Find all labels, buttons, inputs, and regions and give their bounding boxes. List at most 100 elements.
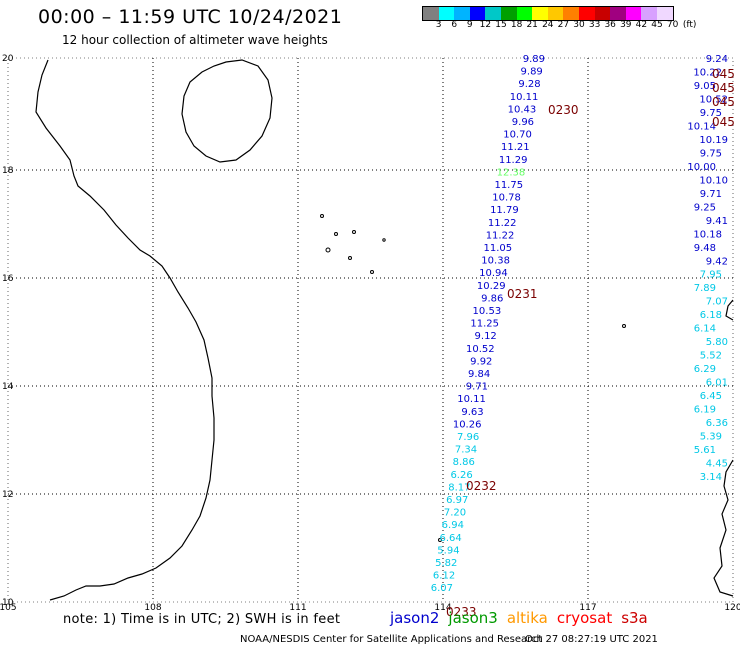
latitude-label: 14 xyxy=(2,382,14,392)
wave-height-value: 7.89 xyxy=(694,283,716,294)
wave-height-value: 11.05 xyxy=(484,243,513,254)
wave-height-value: 11.22 xyxy=(486,230,515,241)
colorbar-swatch xyxy=(532,7,548,20)
vietnam-coastline xyxy=(35,59,215,601)
pass-time-label: 0233 xyxy=(446,605,477,619)
red-pass-label: 045 xyxy=(712,81,735,95)
colorbar-swatch xyxy=(423,7,439,20)
pass-time-labels: 0230 0231 0232 0233 xyxy=(446,103,579,619)
colorbar-swatch xyxy=(500,7,517,20)
longitude-label: 108 xyxy=(144,603,161,613)
wave-height-value: 9.71 xyxy=(700,189,722,200)
wave-height-value: 5.80 xyxy=(706,337,728,348)
wave-height-value: 10.14 xyxy=(687,121,716,132)
colorbar-swatch xyxy=(469,7,486,20)
main-satellite-track: 9.899.899.2810.1110.439.9610.7011.2111.2… xyxy=(431,54,545,594)
map-frame xyxy=(7,57,734,603)
pass-time-label: 0231 xyxy=(507,287,538,301)
wave-height-value: 7.07 xyxy=(706,297,728,308)
wave-height-value: 9.86 xyxy=(481,293,503,304)
wave-height-value: 7.34 xyxy=(455,445,477,456)
latitude-label: 16 xyxy=(2,274,14,284)
lat-lon-grid xyxy=(8,58,733,602)
wave-height-value: 10.52 xyxy=(699,94,728,105)
generation-timestamp: Oct 27 08:27:19 UTC 2021 xyxy=(525,634,658,645)
legend-jason2: jason2 xyxy=(390,609,440,627)
wave-height-value: 9.96 xyxy=(512,117,534,128)
credit-line: NOAA/NESDIS Center for Satellite Applica… xyxy=(240,634,543,645)
paracel-islands xyxy=(320,214,626,542)
colorbar-tick: 3 xyxy=(435,20,442,30)
wave-height-value: 10.11 xyxy=(510,92,539,103)
satellite-legend: jason2 jason3 altika cryosat s3a xyxy=(390,609,657,627)
red-pass-label: 045 xyxy=(712,95,735,109)
longitude-label: 117 xyxy=(579,603,596,613)
wave-height-value: 6.94 xyxy=(442,520,464,531)
wave-height-value: 5.52 xyxy=(700,351,722,362)
colorbar-swatch xyxy=(454,7,470,20)
wave-height-value: 5.39 xyxy=(700,432,722,443)
wave-height-value: 9.89 xyxy=(523,54,545,65)
wave-height-value: 6.19 xyxy=(694,405,716,416)
colorbar-tick: 30 xyxy=(573,20,585,30)
wave-height-value: 6.01 xyxy=(706,378,728,389)
red-pass-label: 045 xyxy=(712,67,735,81)
colorbar-tick: 21 xyxy=(526,20,538,30)
wave-height-value: 7.96 xyxy=(457,432,479,443)
footnote: note: 1) Time is in UTC; 2) SWH is in fe… xyxy=(63,612,341,627)
colorbar-tick: 6 xyxy=(451,20,458,30)
wave-height-value: 9.42 xyxy=(706,256,728,267)
wave-height-value: 6.26 xyxy=(450,470,472,481)
wave-height-value: 6.64 xyxy=(439,533,461,544)
legend-cryosat: cryosat xyxy=(556,609,613,627)
wave-height-value: 9.25 xyxy=(694,202,716,213)
wave-height-value: 10.19 xyxy=(699,135,728,146)
wave-height-value: 11.79 xyxy=(490,205,519,216)
colorbar-tick: 12 xyxy=(479,20,492,30)
red-pass-label: 045 xyxy=(712,115,735,129)
wave-height-value: 12.38 xyxy=(497,167,526,178)
right-satellite-track: 9.24 10.22 9.05 10.52 9.75 10.14 10.19 9.75 10.0… xyxy=(687,54,728,483)
longitude-labels: 105 108 111 114 117 120 xyxy=(0,603,740,613)
colorbar-tick: 18 xyxy=(510,20,523,30)
pass-time-label: 0232 xyxy=(466,479,497,493)
latitude-label: 10 xyxy=(2,598,14,608)
wave-height-value: 6.18 xyxy=(700,310,722,321)
colorbar-tick: 70 xyxy=(666,20,679,30)
wave-height-value: 6.12 xyxy=(433,571,455,582)
wave-height-value: 10.18 xyxy=(693,229,722,240)
colorbar-tick: 24 xyxy=(542,20,554,30)
wave-height-value: 10.22 xyxy=(693,67,722,78)
colorbar-swatch xyxy=(625,7,642,20)
wave-height-value: 6.14 xyxy=(694,324,716,335)
wave-height-value: 9.28 xyxy=(518,79,540,90)
colorbar-swatch xyxy=(563,7,579,20)
latitude-labels: 20 18 16 14 12 10 xyxy=(2,54,14,608)
wave-height-value: 9.84 xyxy=(468,369,490,380)
wave-height-value: 9.05 xyxy=(694,81,716,92)
wave-height-value: 7.20 xyxy=(444,508,466,519)
wave-height-value: 9.75 xyxy=(700,108,722,119)
wave-height-value: 9.24 xyxy=(706,54,728,65)
longitude-label: 105 xyxy=(0,603,17,613)
colorbar-swatch xyxy=(641,7,657,20)
wave-height-value: 6.36 xyxy=(706,418,728,429)
wave-height-value: 5.61 xyxy=(694,445,716,456)
wave-height-value: 10.10 xyxy=(699,175,728,186)
colorbar-unit: (ft) xyxy=(682,20,697,30)
legend-altika: altika xyxy=(506,609,548,627)
wave-height-value: 10.00 xyxy=(687,162,716,173)
colorbar-tick: 9 xyxy=(466,20,473,30)
wave-height-value: 9.92 xyxy=(470,356,492,367)
wave-height-value: 8.17 xyxy=(448,482,470,493)
wave-height-value: 9.12 xyxy=(475,331,497,342)
wave-height-value: 11.25 xyxy=(470,319,499,330)
colorbar-swatch xyxy=(594,7,611,20)
wave-height-value: 6.97 xyxy=(446,495,468,506)
colorbar-swatch xyxy=(485,7,501,20)
hainan-coastline xyxy=(181,59,273,163)
wave-height-value: 10.43 xyxy=(508,104,537,115)
wave-height-value: 11.22 xyxy=(488,218,517,229)
wave-height-value: 9.75 xyxy=(700,148,722,159)
